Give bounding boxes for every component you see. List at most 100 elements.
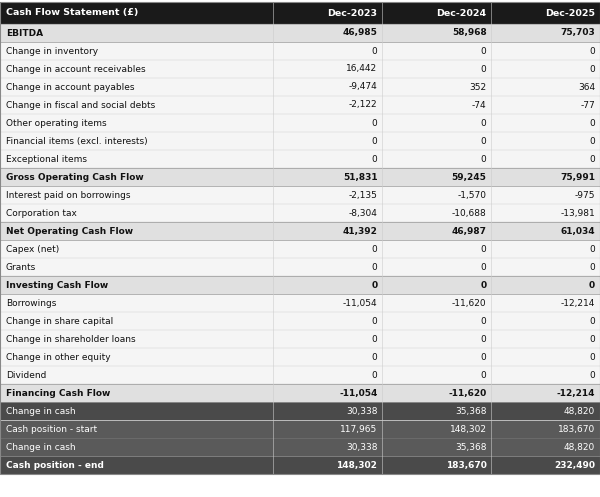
Text: 0: 0 xyxy=(371,317,377,326)
Text: Change in other equity: Change in other equity xyxy=(6,352,110,361)
Text: Financing Cash Flow: Financing Cash Flow xyxy=(6,389,110,398)
Text: Other operating items: Other operating items xyxy=(6,118,107,128)
Bar xyxy=(0,258,600,276)
Text: Cash position - end: Cash position - end xyxy=(6,461,104,470)
Text: 30,338: 30,338 xyxy=(346,442,377,451)
Text: Dec-2023: Dec-2023 xyxy=(328,8,377,17)
Text: -11,620: -11,620 xyxy=(448,389,487,398)
Text: 75,703: 75,703 xyxy=(560,28,595,37)
Text: 0: 0 xyxy=(589,370,595,380)
Text: Interest paid on borrowings: Interest paid on borrowings xyxy=(6,190,131,199)
Bar xyxy=(0,60,600,78)
Bar xyxy=(0,312,600,330)
Text: 61,034: 61,034 xyxy=(560,227,595,236)
Text: Investing Cash Flow: Investing Cash Flow xyxy=(6,280,108,289)
Text: 0: 0 xyxy=(589,317,595,326)
Text: 0: 0 xyxy=(589,155,595,164)
Text: Cash position - start: Cash position - start xyxy=(6,424,97,433)
Text: 0: 0 xyxy=(481,118,487,128)
Text: 35,368: 35,368 xyxy=(455,407,487,415)
Text: Change in cash: Change in cash xyxy=(6,442,76,451)
Text: -74: -74 xyxy=(472,100,487,109)
Bar xyxy=(0,384,600,402)
Text: 16,442: 16,442 xyxy=(346,65,377,74)
Text: 0: 0 xyxy=(481,245,487,253)
Text: -2,122: -2,122 xyxy=(349,100,377,109)
Text: 0: 0 xyxy=(481,47,487,56)
Text: Net Operating Cash Flow: Net Operating Cash Flow xyxy=(6,227,133,236)
Text: Change in inventory: Change in inventory xyxy=(6,47,98,56)
Text: Exceptional items: Exceptional items xyxy=(6,155,87,164)
Text: -77: -77 xyxy=(580,100,595,109)
Text: Cash Flow Statement (£): Cash Flow Statement (£) xyxy=(6,8,139,17)
Text: 0: 0 xyxy=(589,245,595,253)
Bar xyxy=(0,114,600,132)
Bar xyxy=(0,240,600,258)
Text: 0: 0 xyxy=(589,65,595,74)
Text: 0: 0 xyxy=(481,317,487,326)
Text: 0: 0 xyxy=(589,137,595,146)
Text: 0: 0 xyxy=(481,137,487,146)
Bar xyxy=(0,438,600,456)
Bar xyxy=(0,222,600,240)
Text: 59,245: 59,245 xyxy=(452,172,487,181)
Text: 0: 0 xyxy=(371,245,377,253)
Text: Dividend: Dividend xyxy=(6,370,46,380)
Text: 148,302: 148,302 xyxy=(449,424,487,433)
Text: Change in share capital: Change in share capital xyxy=(6,317,113,326)
Text: 0: 0 xyxy=(481,352,487,361)
Text: 0: 0 xyxy=(371,155,377,164)
Text: Dec-2025: Dec-2025 xyxy=(545,8,595,17)
Text: Grants: Grants xyxy=(6,262,36,271)
Text: -10,688: -10,688 xyxy=(452,209,487,218)
Text: Change in account payables: Change in account payables xyxy=(6,83,134,91)
Text: 75,991: 75,991 xyxy=(560,172,595,181)
Text: Change in cash: Change in cash xyxy=(6,407,76,415)
Bar xyxy=(0,24,600,42)
Text: -9,474: -9,474 xyxy=(349,83,377,91)
Bar xyxy=(0,420,600,438)
Text: 48,820: 48,820 xyxy=(564,442,595,451)
Text: 46,985: 46,985 xyxy=(343,28,377,37)
Text: 35,368: 35,368 xyxy=(455,442,487,451)
Bar xyxy=(0,186,600,204)
Text: Gross Operating Cash Flow: Gross Operating Cash Flow xyxy=(6,172,144,181)
Bar xyxy=(0,294,600,312)
Text: Change in shareholder loans: Change in shareholder loans xyxy=(6,334,136,343)
Bar xyxy=(0,168,600,186)
Text: 41,392: 41,392 xyxy=(343,227,377,236)
Text: 48,820: 48,820 xyxy=(564,407,595,415)
Text: Corporation tax: Corporation tax xyxy=(6,209,77,218)
Bar xyxy=(0,366,600,384)
Text: 30,338: 30,338 xyxy=(346,407,377,415)
Bar xyxy=(0,456,600,474)
Text: -11,620: -11,620 xyxy=(452,299,487,308)
Text: 0: 0 xyxy=(371,118,377,128)
Text: 148,302: 148,302 xyxy=(337,461,377,470)
Text: 0: 0 xyxy=(481,370,487,380)
Text: 364: 364 xyxy=(578,83,595,91)
Text: 0: 0 xyxy=(589,47,595,56)
Text: 352: 352 xyxy=(469,83,487,91)
Bar xyxy=(0,204,600,222)
Text: 0: 0 xyxy=(481,334,487,343)
Bar xyxy=(0,2,600,24)
Text: 0: 0 xyxy=(371,352,377,361)
Text: 0: 0 xyxy=(371,262,377,271)
Text: Borrowings: Borrowings xyxy=(6,299,56,308)
Text: 0: 0 xyxy=(589,280,595,289)
Text: 0: 0 xyxy=(371,334,377,343)
Text: 0: 0 xyxy=(481,280,487,289)
Text: Change in account receivables: Change in account receivables xyxy=(6,65,146,74)
Text: 0: 0 xyxy=(481,65,487,74)
Bar xyxy=(0,402,600,420)
Text: Capex (net): Capex (net) xyxy=(6,245,59,253)
Bar xyxy=(0,276,600,294)
Text: 58,968: 58,968 xyxy=(452,28,487,37)
Text: -2,135: -2,135 xyxy=(349,190,377,199)
Text: -11,054: -11,054 xyxy=(339,389,377,398)
Text: 0: 0 xyxy=(371,280,377,289)
Text: 232,490: 232,490 xyxy=(554,461,595,470)
Bar xyxy=(0,132,600,150)
Text: -8,304: -8,304 xyxy=(349,209,377,218)
